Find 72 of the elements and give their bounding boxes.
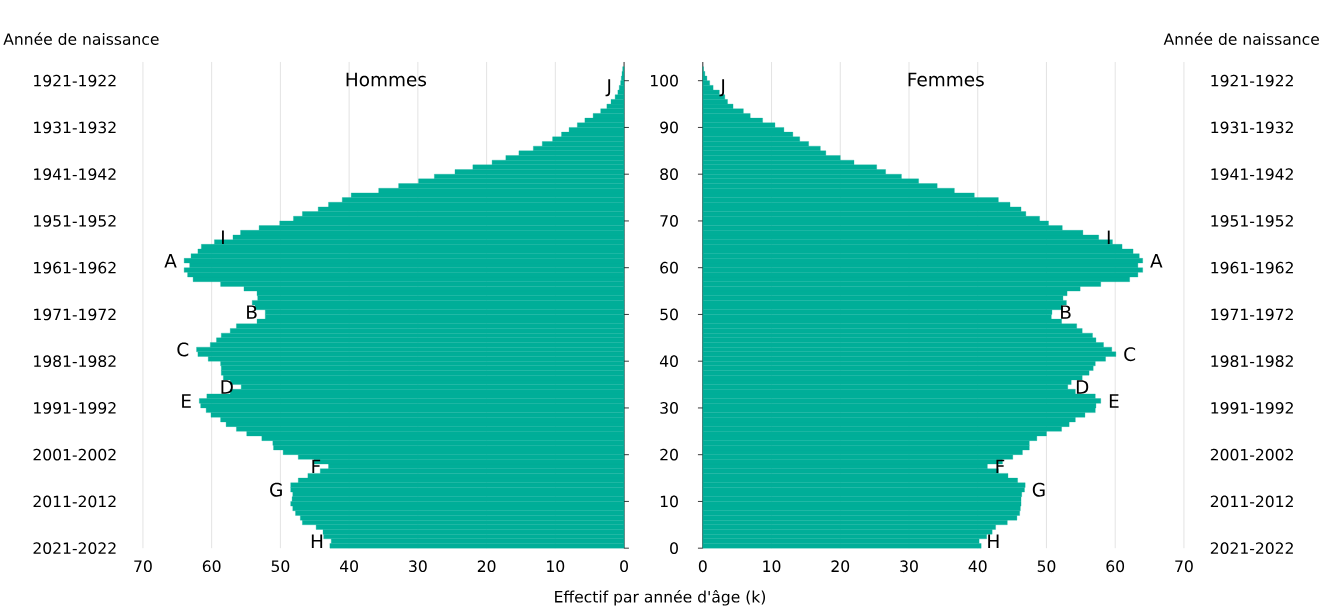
y-axis-title: Année de naissance [3,32,159,46]
text: 1921-1922 [34,74,116,87]
text: 2011-2012 [33,495,116,508]
y-tick-label: 90 [660,121,678,134]
annotation: J [605,79,611,97]
x-tick-label: 10 [763,560,781,573]
y-tick-label: 80 [660,168,678,181]
y-tick-label: 30 [660,402,678,414]
x-tick-label: 20 [477,560,496,573]
y-tick-label: 50 [660,308,678,321]
annotation: G [270,482,282,497]
text: 1921-1922 [1211,74,1293,87]
x-tick-label: 40 [968,560,987,573]
text: 1971-1972 [1211,308,1293,321]
x-tick-label: 70 [134,560,152,573]
annotation: C [1124,347,1136,362]
y-tick-label: 40 [659,355,678,368]
annotation: I [1107,230,1110,245]
annotation: C [177,342,189,357]
text: 1961-1962 [34,261,116,274]
annotation: B [247,305,257,319]
y-tick-label: 20 [660,448,678,461]
x-tick-label: 0 [698,560,707,573]
y-tick-label: 70 [660,215,678,227]
text: 2021-2022 [1210,542,1293,555]
x-tick-label: 30 [900,560,918,573]
x-tick-label: 40 [340,560,358,573]
annotation: B [1061,305,1071,319]
x-tick-label: 50 [1037,560,1056,573]
x-tick-label: 30 [409,560,427,573]
y-tick-label: 100 [651,74,678,87]
x-tick-label: 0 [620,560,628,573]
text: 1991-1992 [34,402,116,414]
text: 1981-1982 [1211,355,1293,368]
text: 1931-1932 [1211,121,1293,134]
annotation: E [182,394,191,408]
text: 1971-1972 [34,308,116,321]
text: 1931-1932 [34,121,116,134]
text: 2011-2012 [1210,495,1293,508]
annotation: D [221,380,233,394]
x-tick-label: 60 [1106,560,1125,573]
text: 1981-1982 [34,355,116,368]
text: 1951-1952 [1211,215,1293,227]
chart-title: Femmes [908,72,984,87]
y-tick-label: 0 [670,542,678,555]
annotation: J [719,79,725,97]
annotation: G [1032,482,1045,497]
x-tick-label: 70 [1175,560,1193,573]
text: 2021-2022 [33,542,116,555]
annotation: E [1109,394,1119,408]
text: 2001-2002 [33,448,116,461]
x-tick-label: 50 [271,560,290,573]
annotation: H [988,534,999,548]
x-tick-label: 20 [831,560,850,573]
text: 1941-1942 [1211,168,1293,181]
text: 1951-1952 [34,215,116,227]
y-axis-title: Année de naissance [1163,32,1319,46]
annotation: D [1076,380,1089,394]
text: 1941-1942 [34,168,116,181]
x-tick-label: 10 [547,560,565,573]
annotation: A [1150,254,1163,268]
y-tick-label: 10 [660,495,678,508]
annotation: A [164,254,177,268]
annotation: H [311,534,323,548]
x-tick-label: 60 [202,560,221,573]
text: 2001-2002 [1210,448,1293,461]
text: 1991-1992 [1211,402,1293,414]
annotation: I [222,230,224,245]
text: 1961-1962 [1211,261,1293,274]
chart-title: Hommes [346,72,427,87]
x-axis-title: Effectif par année d'âge (k) [555,590,766,606]
y-tick-label: 60 [660,261,678,274]
